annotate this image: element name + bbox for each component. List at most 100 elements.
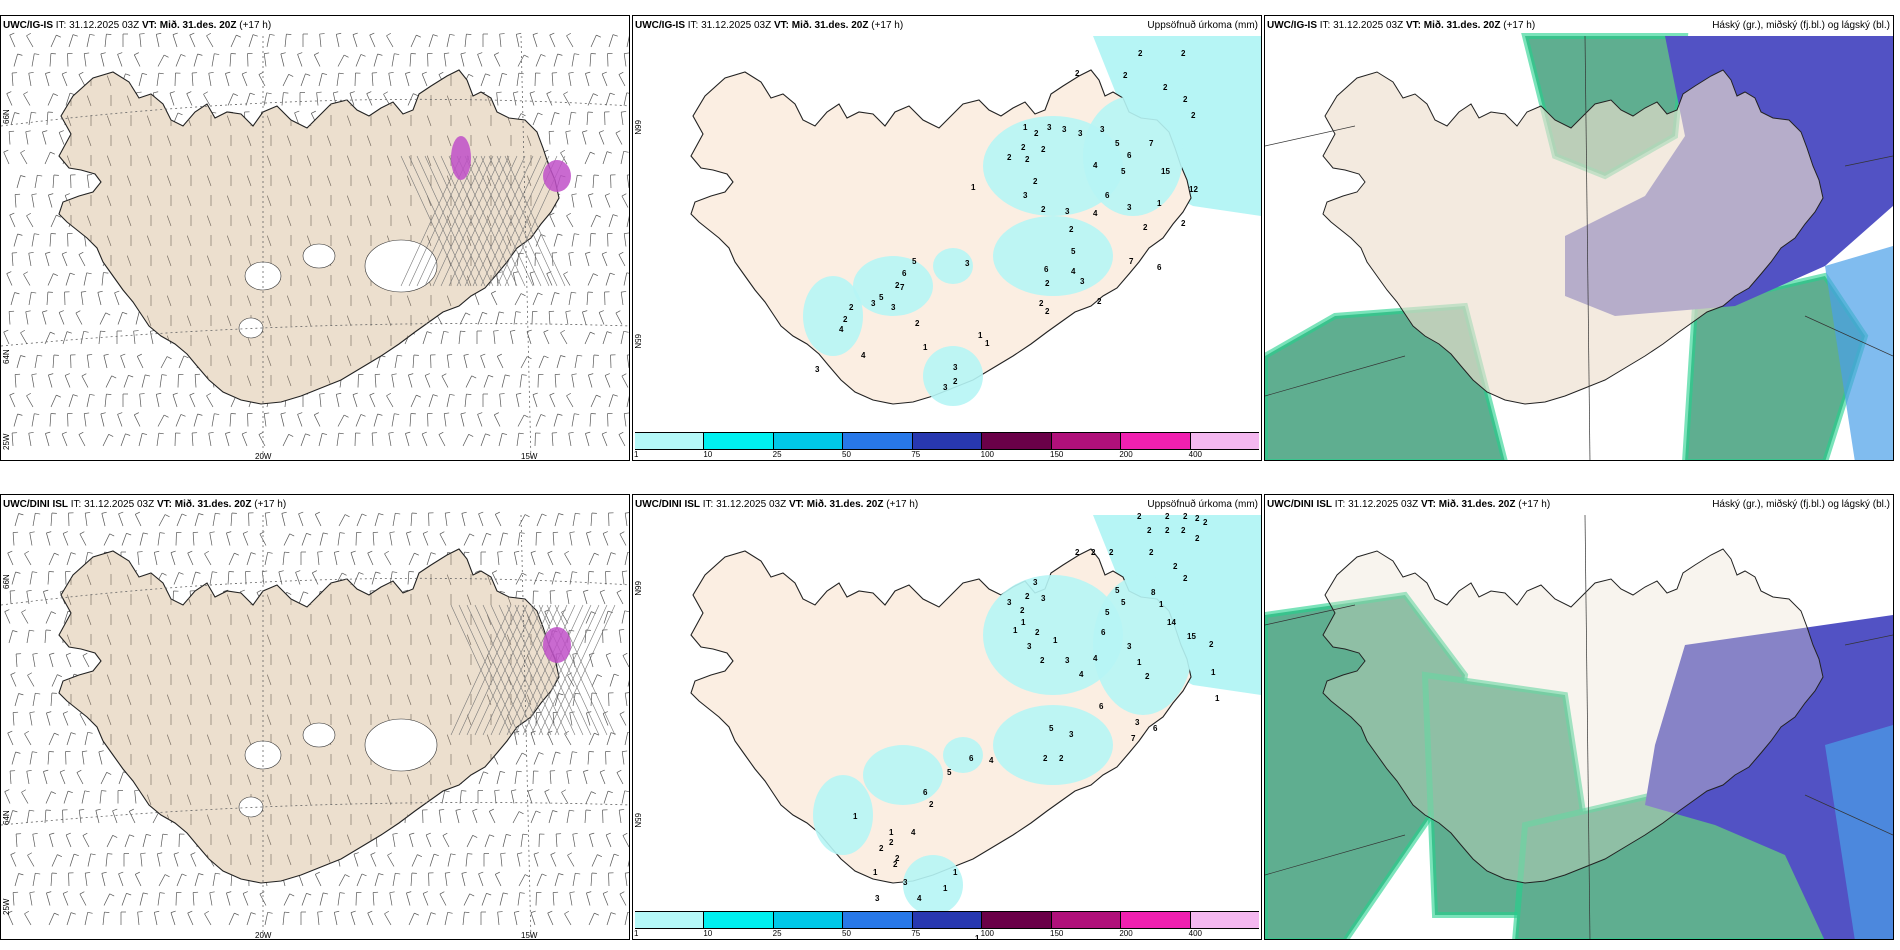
precip-value-label: 2 <box>1145 672 1150 681</box>
lead-time: (+17 h) <box>1518 499 1551 510</box>
cloud-shading <box>1265 591 1893 939</box>
panel-cloud-row1[interactable]: UWC/IG-IS IT: 31.12.2025 03Z VT: Mið. 31… <box>1264 15 1894 461</box>
vt-label: VT: <box>788 499 804 510</box>
precip-value-label: 4 <box>989 756 994 765</box>
precip-value-label: 5 <box>912 257 917 266</box>
lead-time: (+17 h) <box>1503 20 1536 31</box>
precip-value-label: 4 <box>1071 267 1076 276</box>
precip-value-label: 12 <box>1189 185 1198 194</box>
precip-value-label: 2 <box>1209 640 1214 649</box>
precip-value-label: 1 <box>953 868 958 877</box>
vt-label: VT: <box>1420 499 1436 510</box>
it-value: 31.12.2025 03Z <box>84 499 155 510</box>
precip-value-label: 2 <box>879 844 884 853</box>
lon-label-left: 25W <box>2 433 11 450</box>
model-name: UWC/DINI ISL <box>1267 499 1332 510</box>
precip-value-label: 3 <box>1041 594 1046 603</box>
precip-value-label: 2 <box>1033 177 1038 186</box>
precip-value-label: 1 <box>1023 123 1028 132</box>
colorbar-label: 1 <box>634 929 639 938</box>
colorbar-label: 10 <box>703 450 713 459</box>
colorbar-labels: 1 10 25 50 75 100 150 200 400 <box>634 929 1259 939</box>
precip-value-label: 3 <box>875 894 880 903</box>
precip-value-label: 3 <box>1078 129 1083 138</box>
precip-value-label: 2 <box>1075 548 1080 557</box>
precip-value-label: 2 <box>953 377 958 386</box>
colorbar-label: 25 <box>772 450 782 459</box>
precip-value-label: 2 <box>1149 548 1154 557</box>
precip-value-label: 5 <box>947 768 952 777</box>
panel-precip-row2[interactable]: 2 2 2 2 2 2 2 2 2 2 2 2 2 2 2 3 3 3 2 2 1 1 2 3 2 6 4 3 1 2 4 3 1 5 5 8 5 1 14… <box>632 494 1262 940</box>
precip-value-label: 2 <box>1181 526 1186 535</box>
precip-value-label: 2 <box>1191 111 1196 120</box>
it-label: IT: <box>70 499 82 510</box>
panel-precip-row1[interactable]: 2 2 2 2 2 2 2 1 2 3 3 3 3 2 2 2 2 2 1 5 6 7 4 5 15 12 6 4 3 2 3 3 1 2 2 2 5 6… <box>632 15 1262 461</box>
it-label: IT: <box>702 499 714 510</box>
colorbar-swatch <box>982 433 1052 449</box>
precip-value-label: 4 <box>917 894 922 903</box>
colorbar-swatch <box>773 912 844 928</box>
panel-wind-row1[interactable]: UWC/IG-IS IT: 31.12.2025 03Z VT: Mið. 31… <box>0 15 630 461</box>
lat-label-top: 66N <box>2 574 11 589</box>
precip-value-label: 1 <box>889 828 894 837</box>
colorbar-label: 75 <box>911 929 921 938</box>
lon-label-left: 25W <box>2 898 11 915</box>
precip-value-label: 2 <box>1195 534 1200 543</box>
vt-value: Mið. 31.des. 20Z <box>791 20 869 31</box>
precip-value-label: 2 <box>1183 95 1188 104</box>
precip-value-label: 2 <box>1138 49 1143 58</box>
precip-value-label: 6 <box>1099 702 1104 711</box>
precip-value-label: 6 <box>1127 151 1132 160</box>
vt-value: Mið. 31.des. 20Z <box>159 20 237 31</box>
precip-value-label: 2 <box>1173 562 1178 571</box>
precip-value-label: 5 <box>1071 247 1076 256</box>
precip-value-label: 2 <box>1035 628 1040 637</box>
precip-value-label: 7 <box>1129 257 1134 266</box>
model-name: UWC/DINI ISL <box>3 499 68 510</box>
colorbar-swatch <box>843 912 913 928</box>
precip-colorbar <box>635 911 1259 929</box>
lead-time: (+17 h) <box>871 20 904 31</box>
precip-value-label: 3 <box>1065 656 1070 665</box>
precip-value-label: 6 <box>902 269 907 278</box>
colorbar-label: 50 <box>842 929 851 938</box>
precip-value-label: 2 <box>1025 592 1030 601</box>
cloud-title: Háský (gr.), miðský (fj.bl.) og lágský (… <box>1712 499 1890 510</box>
precip-value-label: 7 <box>900 283 905 292</box>
precip-value-label: 3 <box>1023 191 1028 200</box>
precip-value-label: 14 <box>1167 618 1176 627</box>
precip-value-label: 1 <box>1157 199 1162 208</box>
precip-value-label: 6 <box>923 788 928 797</box>
precip-value-label: 6 <box>1157 263 1162 272</box>
precip-value-label: 1 <box>1053 636 1058 645</box>
colorbar-label: 100 <box>980 929 995 938</box>
panel-cloud-row2[interactable]: UWC/DINI ISL IT: 31.12.2025 03Z VT: Mið.… <box>1264 494 1894 940</box>
precip-value-label: 3 <box>1033 578 1038 587</box>
colorbar-label: 400 <box>1188 929 1203 938</box>
precip-value-label: 2 <box>893 860 898 869</box>
precip-value-label: 4 <box>1093 654 1098 663</box>
vt-value: Mið. 31.des. 20Z <box>1423 20 1501 31</box>
panel-wind-row2[interactable]: UWC/DINI ISL IT: 31.12.2025 03Z VT: Mið.… <box>0 494 630 940</box>
precip-value-label: 1 <box>943 884 948 893</box>
precip-value-label: 3 <box>1065 207 1070 216</box>
vt-value: Mið. 31.des. 20Z <box>1438 499 1516 510</box>
precip-value-label: 4 <box>1093 161 1098 170</box>
precip-value-label: 1 <box>1215 694 1220 703</box>
it-value: 31.12.2025 03Z <box>701 20 772 31</box>
precip-value-label: 3 <box>815 365 820 374</box>
precip-value-label: 1 <box>975 934 980 940</box>
precip-value-label: 2 <box>1041 205 1046 214</box>
colorbar-label: 150 <box>1050 450 1064 459</box>
precip-value-label: 1 <box>1013 626 1018 635</box>
colorbar-label: 10 <box>703 929 713 938</box>
precip-value-label: 1 <box>1021 618 1026 627</box>
colorbar-swatch <box>1190 433 1259 449</box>
precip-value-label: 5 <box>1049 724 1054 733</box>
precip-value-label: 6 <box>1044 265 1049 274</box>
precip-shading <box>803 96 1183 406</box>
vt-label: VT: <box>1405 20 1421 31</box>
colorbar-swatch <box>843 433 913 449</box>
precip-value-label: 2 <box>1075 69 1080 78</box>
